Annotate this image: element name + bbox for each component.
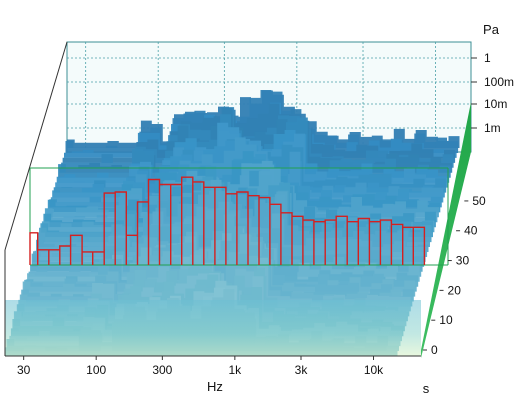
slice-bar-outline [29, 176, 426, 265]
selected-slice-bars [29, 176, 426, 265]
y-tick-label: 1m [484, 121, 501, 135]
surface-slice [59, 107, 453, 173]
x-axis-label: Hz [207, 379, 223, 394]
surface-slice [58, 114, 451, 178]
left-edge [4, 41, 68, 251]
z-tick-label: 50 [472, 194, 486, 208]
x-tick-label: 10k [364, 363, 384, 377]
y-tick-label: 10m [484, 97, 507, 111]
x-axis: 30 100 300 1k 3k 10k [17, 356, 384, 377]
surface-slice [41, 167, 435, 233]
z-axis: 0 10 20 30 40 50 [423, 194, 486, 357]
z-tick-label: 40 [464, 224, 478, 238]
x-tick-label: 1k [229, 363, 243, 377]
y-tick-label: 100m [484, 75, 514, 89]
z-tick-label: 10 [439, 313, 453, 327]
z-axis-label: s [423, 381, 430, 396]
z-tick-label: 20 [448, 283, 462, 297]
box-frame [4, 41, 421, 357]
y-axis: 1 100m 10m 1m [471, 51, 514, 135]
z-tick-label: 30 [456, 254, 470, 268]
waterfall-surface [5, 90, 460, 356]
x-tick-label: 3k [295, 363, 309, 377]
x-tick-label: 100 [86, 363, 106, 377]
side-wall [421, 102, 471, 358]
x-tick-label: 30 [17, 363, 31, 377]
y-tick-label: 1 [484, 51, 491, 65]
z-tick-label: 0 [431, 343, 438, 357]
y-axis-label: Pa [483, 22, 500, 37]
surface-front-band [5, 300, 421, 356]
x-tick-label: 300 [152, 363, 172, 377]
